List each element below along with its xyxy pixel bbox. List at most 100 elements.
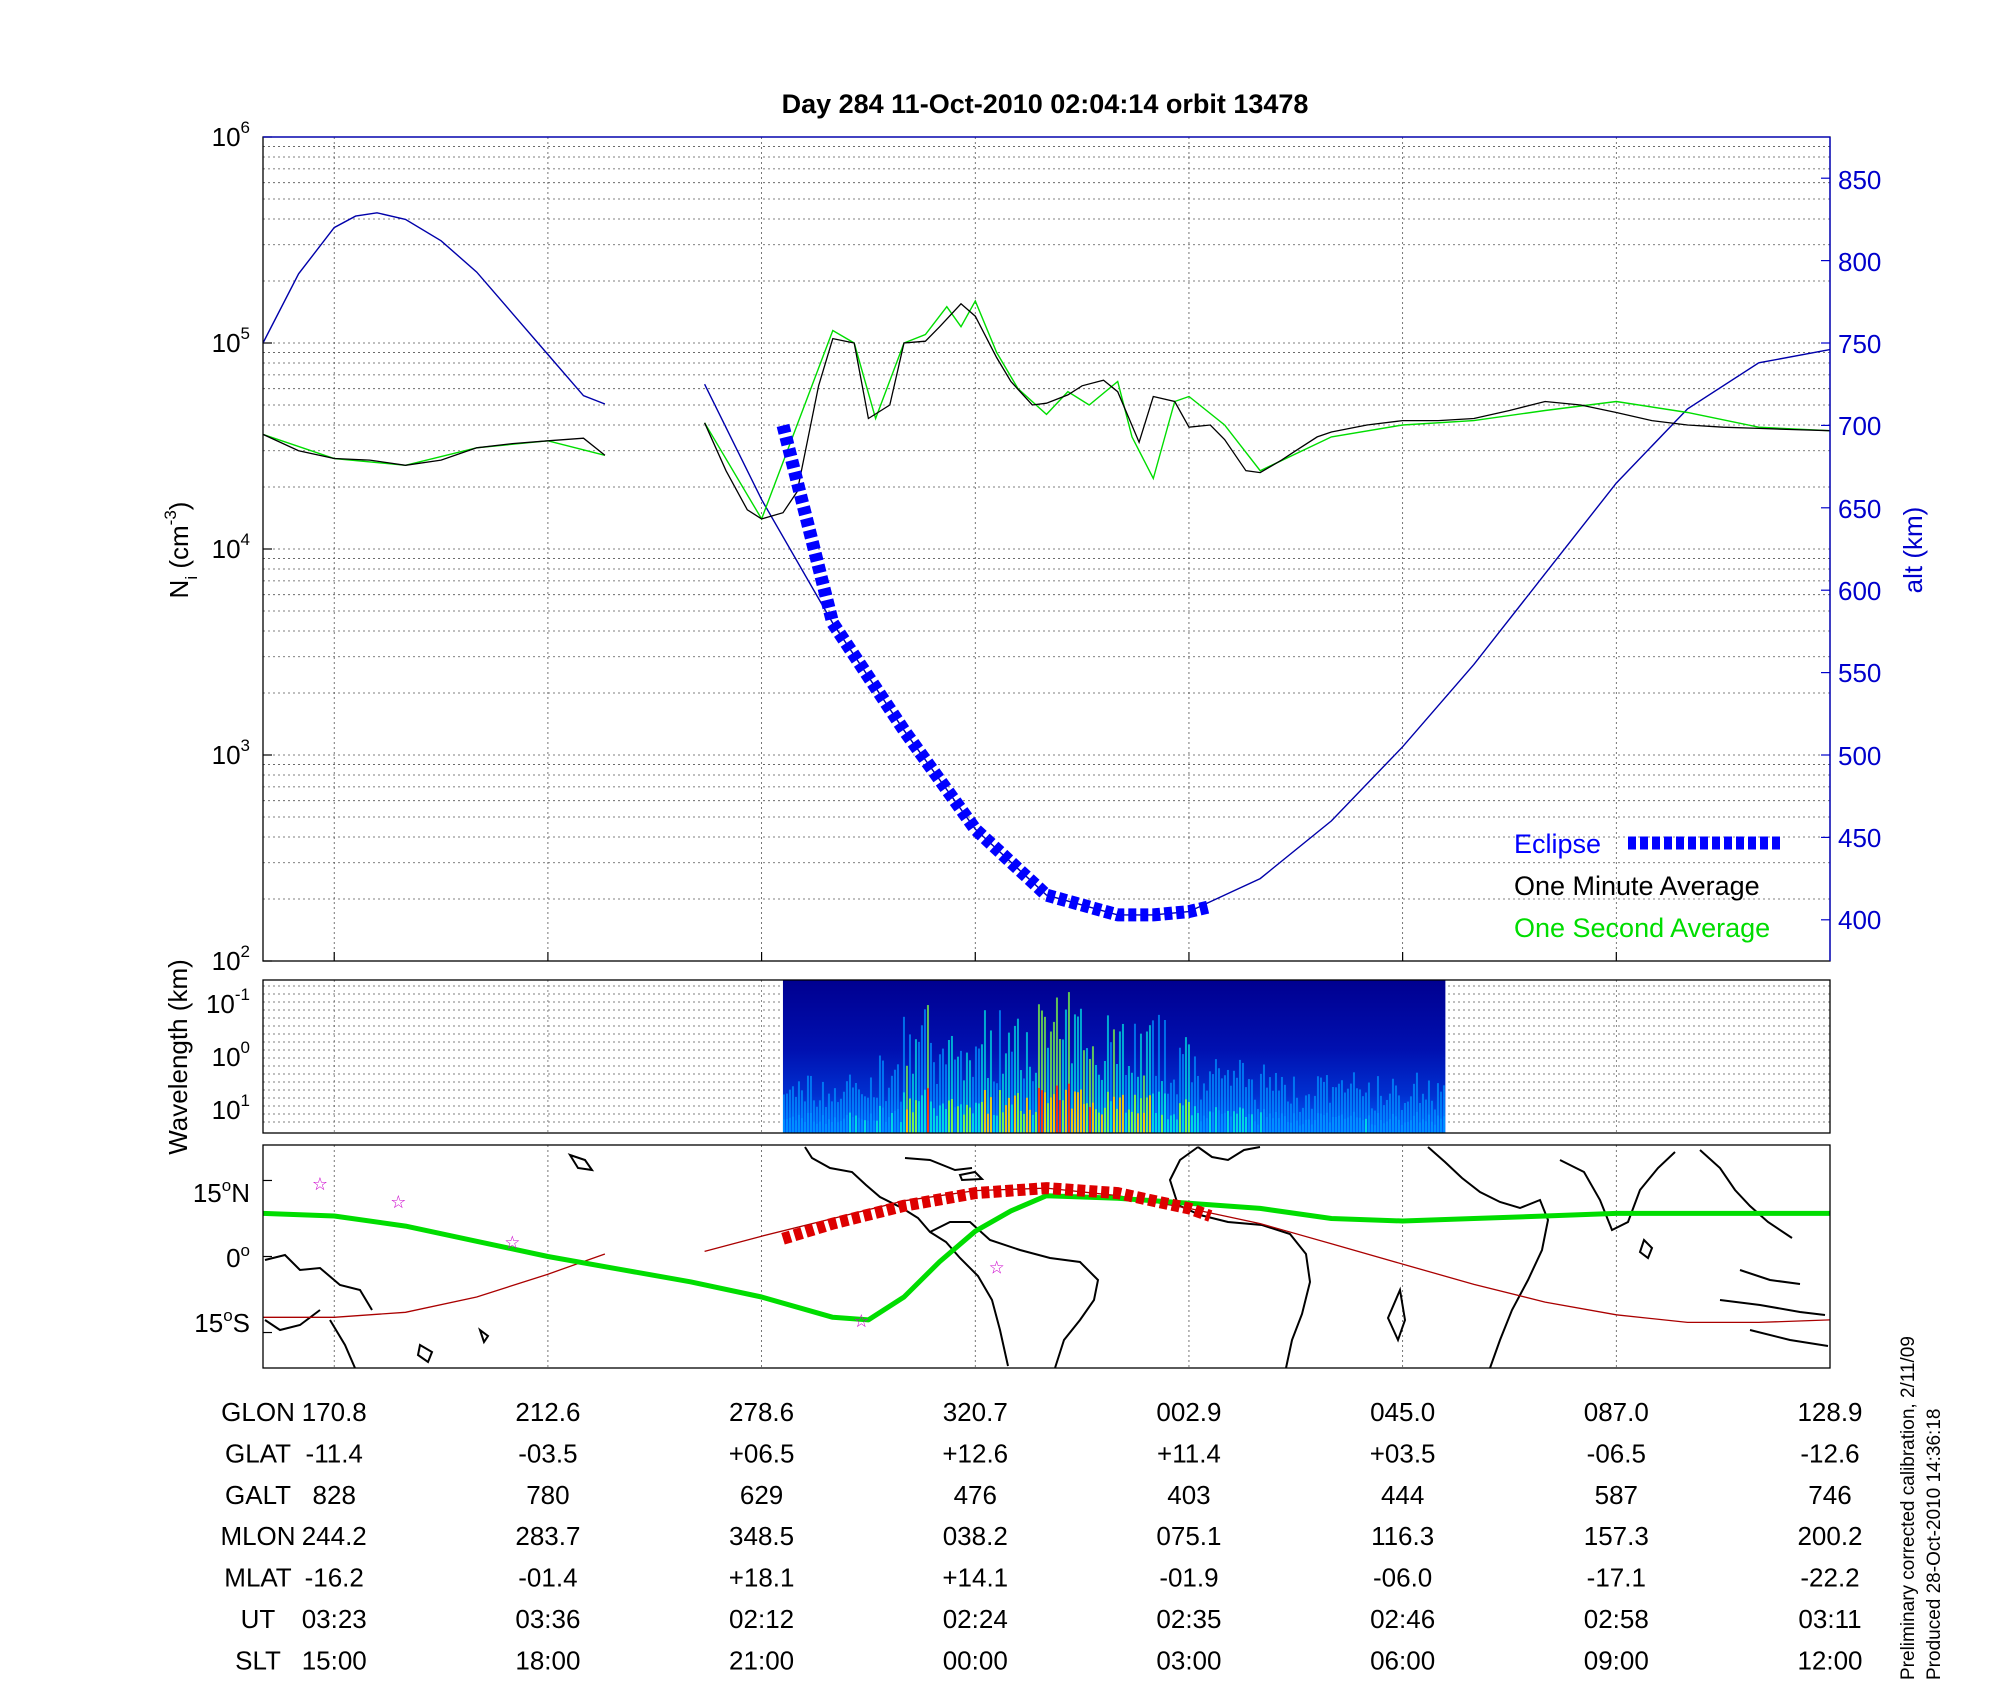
spectrogram-column <box>953 1059 956 1133</box>
spectrogram-column <box>1430 1100 1433 1133</box>
spectrogram-column <box>833 1088 836 1133</box>
spectrogram-column <box>1280 1076 1283 1133</box>
spectrogram-column <box>830 1101 833 1133</box>
spectrogram-column <box>1325 1075 1328 1133</box>
spectrogram-column-core <box>920 1095 923 1133</box>
spectrogram-column <box>956 1056 959 1133</box>
spectrogram-column-core <box>959 1104 962 1133</box>
spectrogram-column-core <box>842 1118 845 1133</box>
spectrogram-column <box>827 1093 830 1133</box>
spectrogram-column-core <box>1394 1116 1397 1133</box>
table-cell: 21:00 <box>729 1645 794 1675</box>
spectrogram-column-core <box>1043 1092 1046 1133</box>
spectrogram-column <box>1103 1060 1106 1133</box>
spectrogram-column-core <box>1193 1106 1196 1133</box>
spectrogram-column <box>812 1100 815 1133</box>
spectrogram-column-core <box>1142 1112 1145 1133</box>
eclipse-track-line <box>781 1182 1213 1245</box>
spectrogram-column <box>860 1094 863 1133</box>
right-tick: 650 <box>1838 494 1881 524</box>
table-row-label: MLON <box>220 1521 295 1551</box>
map-series: ☆ ☆ ☆ ☆ ☆ <box>262 1174 1831 1332</box>
spectrogram-column-core <box>1100 1114 1103 1133</box>
spectrogram-column-core <box>1064 1089 1067 1133</box>
spectrogram-column <box>1442 1085 1445 1133</box>
spectrogram-column-core <box>1376 1113 1379 1133</box>
spectrogram-column <box>1247 1079 1250 1133</box>
spectrogram-column <box>1025 1032 1028 1133</box>
spectrogram-column-core <box>1016 1092 1019 1133</box>
spectrogram-column <box>950 1035 953 1133</box>
table-cell: -16.2 <box>305 1563 364 1593</box>
spectrogram-column <box>980 1044 983 1133</box>
spectrogram-column-core <box>854 1115 857 1133</box>
spectrogram-column-core <box>1184 1099 1187 1133</box>
table-cell: +12.6 <box>942 1438 1008 1468</box>
eclipse-line <box>776 423 1212 922</box>
spectrogram-column-core <box>1109 1101 1112 1133</box>
spectrogram-column-core <box>1391 1114 1394 1133</box>
spectrogram-column <box>1037 1004 1040 1133</box>
spectrogram-column-core <box>1403 1122 1406 1133</box>
table-cell: 15:00 <box>302 1645 367 1675</box>
spectrogram-column-core <box>1133 1094 1136 1133</box>
spectrogram-column <box>1181 1054 1184 1133</box>
density-axis-label: Ni (cm-3) <box>161 502 201 599</box>
spectrogram-column <box>1199 1099 1202 1133</box>
table-cell: -06.5 <box>1587 1438 1646 1468</box>
spectrogram-column <box>1163 1019 1166 1133</box>
spectrogram-column-core <box>1424 1121 1427 1133</box>
spectrogram-column <box>857 1089 860 1133</box>
spectrogram-column-core <box>872 1120 875 1133</box>
spectrogram-column-core <box>1382 1123 1385 1133</box>
spectrogram-column-core <box>1085 1103 1088 1133</box>
spectrogram-column-core <box>971 1113 974 1133</box>
wavelength-tick: 100 <box>212 1038 250 1072</box>
spectrogram-column <box>899 1101 902 1133</box>
spectrogram-column-core <box>1190 1115 1193 1133</box>
spectrogram-column <box>1088 1058 1091 1133</box>
spectrogram-column-core <box>1385 1121 1388 1133</box>
spectrogram-column <box>1184 1037 1187 1133</box>
spectrogram-column-core <box>1058 1100 1061 1133</box>
spectrogram-column-core <box>812 1121 815 1133</box>
spectrogram-column <box>1148 1025 1151 1133</box>
spectrogram-column-core <box>968 1107 971 1133</box>
spectrogram-column-core <box>944 1108 947 1133</box>
right-tick: 450 <box>1838 823 1881 853</box>
spectrogram-column-core <box>839 1121 842 1133</box>
spectrogram-column <box>1019 1070 1022 1133</box>
spectrogram-column <box>824 1106 827 1133</box>
table-cell: 087.0 <box>1584 1397 1649 1427</box>
left-tick: 104 <box>212 530 250 564</box>
spectrogram-column-core <box>995 1115 998 1133</box>
spectrogram-column-core <box>1052 1094 1055 1133</box>
spectrogram-column-core <box>863 1120 866 1133</box>
right-tick: 750 <box>1838 329 1881 359</box>
spectrogram-column-core <box>1028 1109 1031 1133</box>
spectrogram-column <box>941 1048 944 1133</box>
spectrogram-column <box>932 1062 935 1133</box>
spectrogram-column <box>911 1073 914 1133</box>
spectrogram-column <box>1424 1099 1427 1133</box>
coastlines <box>264 1146 1829 1369</box>
spectrogram-column-core <box>1253 1121 1256 1133</box>
spectrogram-column-core <box>1286 1121 1289 1133</box>
table-cell: 045.0 <box>1370 1397 1435 1427</box>
spectrogram-column <box>800 1090 803 1133</box>
spectrogram-column <box>1043 1016 1046 1133</box>
spectrogram-column-core <box>1010 1104 1013 1133</box>
spectrogram-column <box>1166 1093 1169 1133</box>
spectrogram-column-core <box>809 1113 812 1133</box>
spectrogram-column <box>1067 992 1070 1133</box>
spectrogram-column <box>1292 1076 1295 1133</box>
spectrogram-column-core <box>926 1088 929 1133</box>
spectrogram-column <box>1439 1091 1442 1133</box>
spectrogram-column <box>890 1075 893 1133</box>
spectrogram-column <box>1295 1097 1298 1133</box>
spectrogram-column-core <box>1439 1118 1442 1133</box>
spectrogram-column <box>1211 1074 1214 1133</box>
spectrogram-column <box>1154 1075 1157 1133</box>
altitude-line <box>262 212 1831 916</box>
spectrogram-column-core <box>1124 1112 1127 1133</box>
